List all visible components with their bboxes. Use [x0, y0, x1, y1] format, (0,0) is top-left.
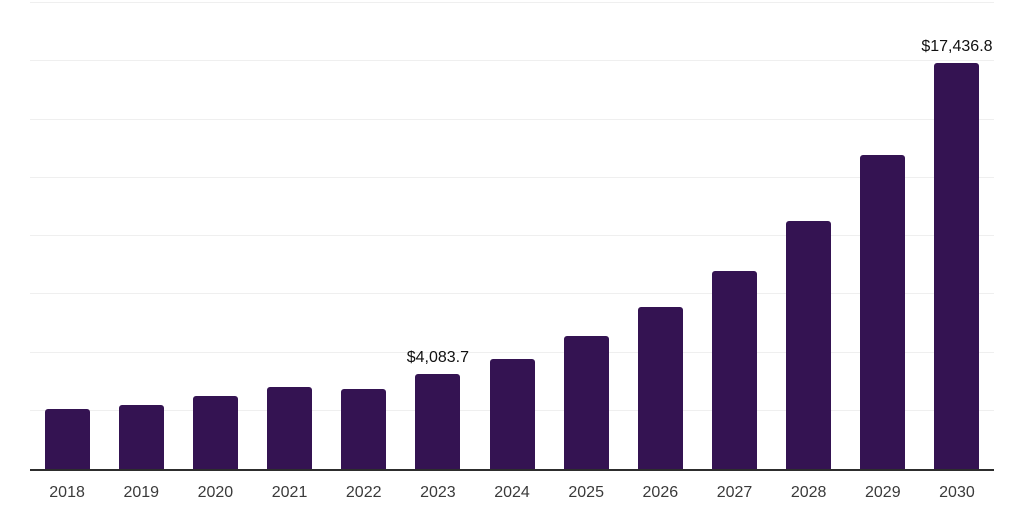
bar-slot-2030: $17,436.8 2030	[920, 3, 994, 500]
bar-slot-2027: 2027	[697, 3, 771, 501]
bar-2023	[415, 373, 461, 469]
gridline	[30, 2, 994, 3]
gridline	[30, 293, 994, 295]
x-tick-label-2026: 2026	[642, 484, 679, 501]
x-tick-label-2028: 2028	[790, 484, 827, 501]
x-tick-label-2020: 2020	[197, 484, 234, 501]
x-tick-label-2029: 2029	[865, 484, 901, 501]
bar-slot-2026: 2026	[623, 3, 697, 501]
x-tick-label-2018: 2018	[49, 484, 85, 501]
x-tick-label-2023: 2023	[420, 484, 456, 501]
gridline	[30, 351, 994, 353]
bar-slot-2023: $4,083.7 2023	[401, 3, 475, 500]
x-tick-label-2019: 2019	[123, 484, 160, 501]
bar-slot-2028: 2028	[772, 3, 846, 501]
bar-2024	[489, 358, 535, 469]
bar-2028	[786, 220, 832, 469]
bar-slot-2025: 2025	[549, 3, 623, 501]
bar-2029	[860, 154, 906, 469]
bar-slot-2024: 2024	[475, 3, 549, 501]
gridline	[30, 60, 994, 62]
bar-slot-2018: 2018	[30, 3, 104, 501]
gridline	[30, 235, 994, 236]
bar-slot-2029: 2029	[846, 3, 920, 501]
x-tick-label-2021: 2021	[271, 484, 308, 501]
x-tick-label-2030: 2030	[939, 484, 975, 501]
bar-2019	[118, 404, 164, 469]
bars-row: 2018 2019 2020 2021 2022 $4,083.7 2023 2024 2025…	[30, 3, 994, 501]
gridline	[30, 118, 994, 120]
gridline	[30, 176, 994, 178]
x-tick-label-2027: 2027	[716, 484, 753, 501]
x-tick-label-2022: 2022	[345, 484, 382, 501]
bar-2021	[267, 387, 313, 469]
bar-2020	[192, 395, 238, 469]
bar-slot-2019: 2019	[104, 3, 178, 501]
bar-slot-2022: 2022	[327, 3, 401, 501]
x-tick-label-2024: 2024	[494, 484, 530, 501]
value-label-2023: $4,083.7	[406, 348, 469, 366]
value-label-2030: $17,436.8	[921, 37, 993, 55]
bar-2025	[563, 335, 609, 469]
bar-2026	[637, 306, 683, 469]
bar-2027	[711, 270, 757, 469]
plot-area: 2018 2019 2020 2021 2022 $4,083.7 2023 2024 2025…	[30, 2, 994, 501]
bar-slot-2021: 2021	[252, 3, 326, 501]
bar-2030	[934, 62, 980, 469]
x-tick-label-2025: 2025	[568, 484, 604, 501]
bar-slot-2020: 2020	[178, 3, 252, 501]
bar-2018	[44, 408, 90, 469]
bar-2022	[341, 388, 387, 469]
